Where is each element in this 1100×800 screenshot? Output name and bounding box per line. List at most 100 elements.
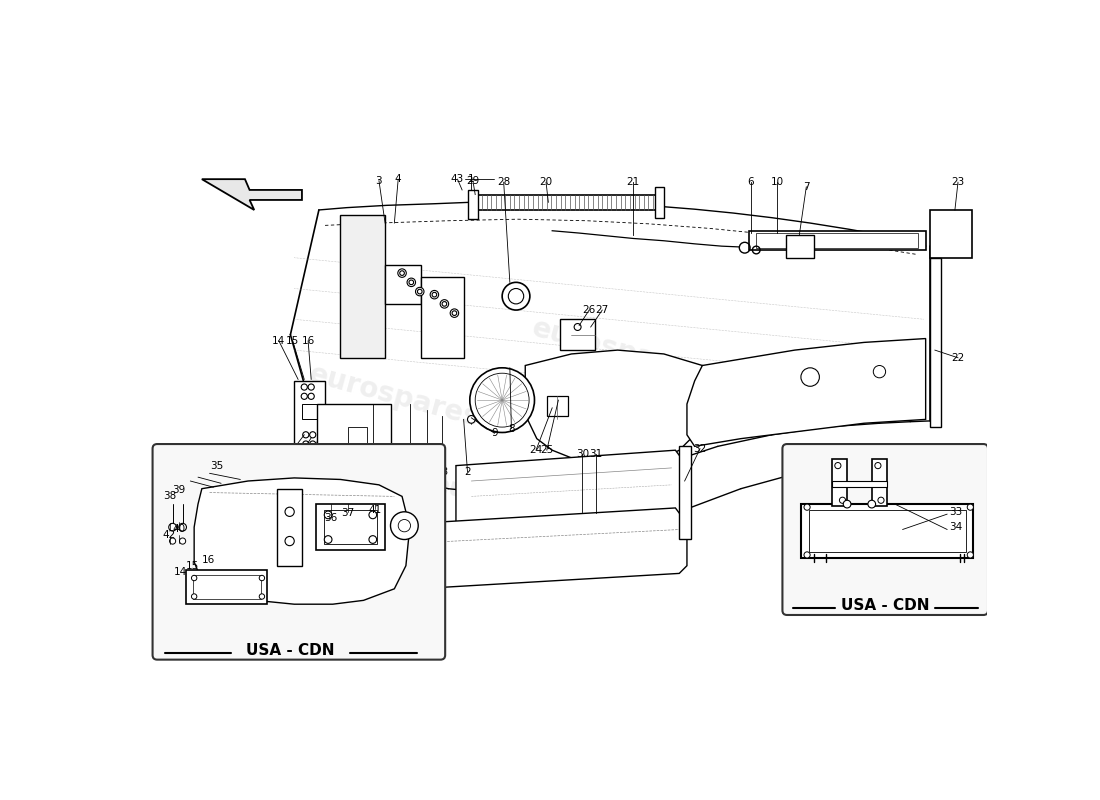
Polygon shape	[195, 478, 409, 604]
Text: eurospares: eurospares	[529, 314, 706, 386]
Text: 4: 4	[395, 174, 402, 184]
Circle shape	[801, 368, 820, 386]
Circle shape	[390, 512, 418, 539]
Text: 5: 5	[370, 466, 376, 477]
Text: 19: 19	[282, 468, 295, 478]
Polygon shape	[385, 266, 421, 304]
Circle shape	[308, 384, 315, 390]
Polygon shape	[680, 446, 691, 538]
Text: 40: 40	[173, 524, 185, 534]
Polygon shape	[341, 215, 385, 358]
Polygon shape	[832, 459, 847, 506]
Polygon shape	[202, 179, 301, 210]
Text: eurospares: eurospares	[306, 360, 483, 433]
Circle shape	[502, 282, 530, 310]
Polygon shape	[192, 575, 261, 599]
Circle shape	[310, 441, 316, 447]
Text: 37: 37	[341, 508, 355, 518]
Text: 16: 16	[301, 336, 315, 346]
Circle shape	[260, 575, 265, 581]
Circle shape	[260, 594, 265, 599]
Circle shape	[440, 300, 449, 308]
Polygon shape	[930, 258, 942, 427]
Circle shape	[839, 497, 846, 503]
Text: 26: 26	[583, 305, 596, 315]
Circle shape	[302, 432, 309, 438]
Circle shape	[432, 292, 437, 297]
Text: 12: 12	[420, 466, 433, 477]
Text: 15: 15	[286, 336, 299, 346]
Text: 15: 15	[186, 561, 199, 570]
Text: 35: 35	[210, 461, 224, 470]
Text: eurospares: eurospares	[430, 472, 590, 536]
Circle shape	[285, 537, 295, 546]
Circle shape	[418, 290, 422, 294]
Circle shape	[873, 366, 886, 378]
Polygon shape	[475, 194, 656, 210]
Polygon shape	[277, 489, 301, 566]
Polygon shape	[785, 234, 814, 258]
Text: 31: 31	[590, 449, 603, 459]
Polygon shape	[186, 570, 267, 604]
Text: 23: 23	[952, 178, 965, 187]
Text: 42: 42	[163, 530, 176, 540]
Circle shape	[967, 552, 974, 558]
Polygon shape	[930, 210, 972, 258]
Circle shape	[399, 270, 405, 275]
Text: 6: 6	[748, 178, 755, 187]
Circle shape	[804, 552, 810, 558]
Polygon shape	[547, 396, 568, 415]
Circle shape	[301, 394, 307, 399]
Circle shape	[508, 289, 524, 304]
Text: 33: 33	[948, 507, 962, 517]
Text: 21: 21	[626, 178, 640, 187]
Circle shape	[324, 536, 332, 543]
Text: 10: 10	[770, 178, 783, 187]
Circle shape	[450, 309, 459, 318]
Circle shape	[310, 432, 316, 438]
Circle shape	[430, 290, 439, 299]
Circle shape	[442, 302, 447, 306]
Text: 14: 14	[174, 567, 187, 577]
Circle shape	[868, 500, 876, 508]
Text: 8: 8	[508, 424, 515, 434]
Polygon shape	[749, 230, 926, 250]
Text: 24: 24	[529, 445, 542, 455]
Circle shape	[835, 462, 842, 469]
Circle shape	[874, 462, 881, 469]
Circle shape	[398, 519, 410, 532]
Circle shape	[301, 384, 307, 390]
Text: 20: 20	[539, 178, 552, 187]
Text: 25: 25	[540, 445, 553, 455]
Polygon shape	[348, 427, 367, 442]
Text: 41: 41	[368, 506, 382, 515]
Circle shape	[470, 368, 535, 433]
FancyBboxPatch shape	[782, 444, 988, 615]
Polygon shape	[654, 187, 664, 218]
Text: 43: 43	[451, 174, 464, 184]
Text: 16: 16	[201, 554, 214, 565]
Circle shape	[191, 594, 197, 599]
Polygon shape	[832, 481, 887, 487]
FancyBboxPatch shape	[153, 444, 446, 660]
Text: 22: 22	[952, 353, 965, 363]
Text: USA - CDN: USA - CDN	[840, 598, 929, 614]
Polygon shape	[808, 510, 966, 552]
Text: 7: 7	[803, 182, 810, 192]
Circle shape	[878, 497, 884, 503]
Text: 11: 11	[403, 466, 417, 477]
Circle shape	[468, 415, 475, 423]
Circle shape	[452, 311, 456, 315]
Polygon shape	[801, 504, 974, 558]
Text: 34: 34	[948, 522, 962, 532]
Circle shape	[368, 511, 376, 518]
Circle shape	[324, 511, 332, 518]
Text: 32: 32	[693, 444, 706, 454]
Polygon shape	[686, 338, 926, 446]
Polygon shape	[526, 350, 703, 464]
Circle shape	[368, 536, 376, 543]
Circle shape	[409, 280, 414, 285]
Polygon shape	[316, 504, 385, 550]
Polygon shape	[295, 381, 326, 450]
Circle shape	[416, 287, 424, 296]
